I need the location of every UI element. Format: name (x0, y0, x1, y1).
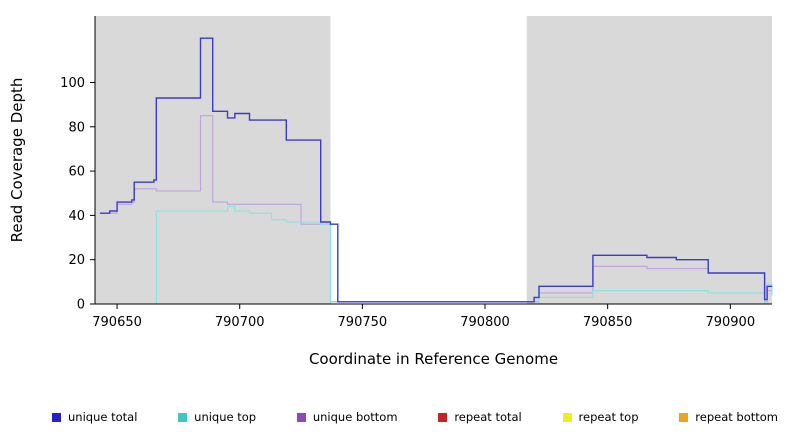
svg-text:790750: 790750 (338, 315, 388, 330)
legend-label: unique top (194, 410, 257, 424)
legend-swatch (438, 412, 448, 422)
svg-text:Coordinate in Reference Genome: Coordinate in Reference Genome (309, 350, 558, 368)
legend-item-unique-top: unique top (178, 410, 256, 424)
legend-label: unique bottom (312, 410, 398, 424)
coverage-chart-svg: 790650 790700 790750 790800 790850 790900 0 20 4… (8, 16, 773, 368)
svg-text:790800: 790800 (460, 315, 510, 330)
svg-text:790700: 790700 (215, 315, 265, 330)
legend-label: repeat total (454, 410, 522, 424)
svg-text:100: 100 (60, 76, 85, 91)
svg-text:40: 40 (68, 209, 85, 224)
svg-text:20: 20 (68, 253, 85, 268)
legend-item-repeat-total: repeat total (438, 410, 522, 424)
legend-item-unique-total: unique total (52, 410, 137, 424)
legend-item-unique-bottom: unique bottom (296, 410, 398, 424)
svg-text:790650: 790650 (92, 315, 142, 330)
svg-text:790850: 790850 (583, 315, 633, 330)
svg-text:60: 60 (68, 165, 85, 180)
svg-text:80: 80 (68, 120, 85, 135)
chart-legend: unique total unique top unique bottom re… (0, 410, 792, 424)
legend-item-repeat-top: repeat top (562, 410, 639, 424)
legend-swatch (178, 412, 188, 422)
legend-swatch (52, 412, 61, 422)
svg-text:790900: 790900 (705, 315, 755, 330)
svg-text:0: 0 (77, 298, 85, 313)
legend-label: repeat top (578, 410, 639, 424)
legend-swatch (296, 412, 306, 422)
legend-swatch (562, 412, 572, 422)
legend-item-repeat-bottom: repeat bottom (679, 410, 778, 424)
legend-swatch (679, 412, 689, 422)
legend-label: unique total (68, 410, 138, 424)
legend-label: repeat bottom (695, 410, 778, 424)
svg-text:Read Coverage Depth: Read Coverage Depth (8, 78, 26, 243)
